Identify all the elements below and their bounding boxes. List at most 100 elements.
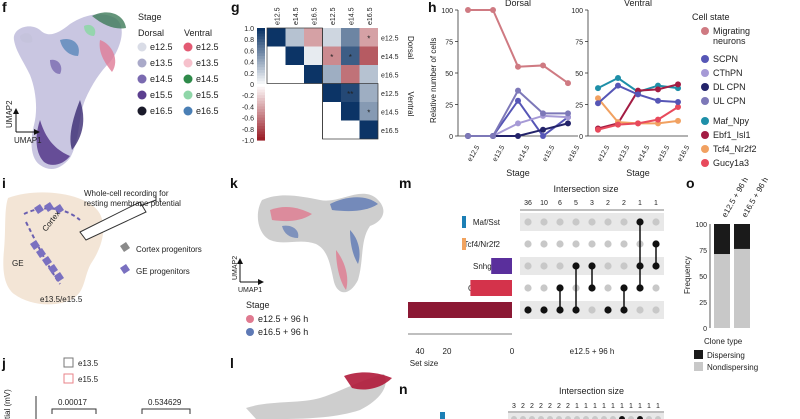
legend-swatch-e13: [63, 357, 74, 368]
colorbar-segment: [257, 30, 265, 35]
x-axis-title: Stage: [626, 168, 650, 178]
n-dot: [511, 416, 517, 419]
line-chart-title: Ventral: [624, 0, 652, 8]
legend-swatch-ventral: [183, 58, 193, 68]
umap-f-scatter: [13, 12, 126, 170]
heatmap-cell: [341, 28, 360, 47]
o-y-tick: 75: [699, 248, 707, 255]
colorbar-segment: [257, 98, 265, 102]
pvalue-bracket-1: [51, 408, 97, 414]
colorbar-segment: [257, 117, 265, 121]
colorbar-segment: [257, 44, 265, 49]
panel-label-n: n: [399, 381, 408, 397]
colorbar-tick: -1.0: [242, 138, 254, 145]
x-tick-label: e14.5: [637, 144, 652, 163]
legend-label-ventral: e13.5: [196, 58, 219, 68]
legend-label-ventral: e12.5: [196, 42, 219, 52]
n-dot: [610, 416, 616, 419]
y-tick-label: 25: [445, 103, 453, 110]
series-point: [655, 97, 661, 104]
o-bar-nondispersing: [714, 254, 730, 328]
heatmap-cell: [322, 65, 341, 84]
matrix-dot: [524, 218, 532, 226]
o-bar-dispersing: [714, 224, 730, 255]
matrix-dot: [540, 262, 548, 270]
legend-label-cont: neurons: [713, 36, 746, 46]
umap-k-axes: [237, 258, 264, 285]
legend-swatch-ventral: [183, 106, 193, 116]
umap-k-legend-title: Stage: [246, 300, 270, 310]
o-legend-title: Clone type: [704, 337, 743, 346]
series-line: [468, 98, 569, 138]
matrix-dot: [556, 262, 564, 270]
o-legend-label: Dispersing: [707, 351, 745, 360]
matrix-dot: [556, 218, 564, 226]
series-point: [675, 117, 681, 124]
matrix-dot: [652, 306, 660, 314]
umap-k-axis-y: UMAP2: [232, 256, 239, 280]
pvalue-bracket-2: [141, 408, 191, 414]
panel-label-g: g: [231, 0, 240, 15]
heatmap-row-label: e12.5: [381, 91, 399, 98]
legend-label-dorsal: e12.5: [150, 42, 173, 52]
legend-swatch: [246, 328, 254, 336]
x-axis-title: Stage: [506, 168, 530, 178]
n-dot: [529, 416, 535, 419]
matrix-dot: [604, 306, 612, 314]
intersection-count: 1: [638, 200, 642, 207]
legend-e13: e13.5: [78, 359, 99, 368]
panel-label-m: m: [399, 175, 411, 191]
n-dot: [646, 416, 652, 419]
matrix-dot: [620, 262, 628, 270]
intersection-count: 5: [574, 200, 578, 207]
x-tick-label: e12.5: [467, 144, 482, 163]
n-count: 1: [611, 403, 615, 410]
matrix-dot: [604, 262, 612, 270]
series-point: [465, 7, 471, 13]
colorbar-segment: [257, 81, 265, 85]
legend-swatch: [701, 117, 709, 125]
o-y-tick: 25: [699, 300, 707, 307]
legend-label: e12.5 + 96 h: [258, 314, 308, 324]
colorbar-segment: [257, 53, 265, 57]
heatmap-cell: [304, 65, 323, 84]
heatmap-significance: **: [347, 90, 353, 99]
legend-swatch-ventral: [183, 74, 193, 84]
n-count: 2: [566, 403, 570, 410]
n-count: 1: [656, 403, 660, 410]
colorbar-segment: [257, 126, 265, 130]
intersection-count: 3: [590, 200, 594, 207]
y-tick-label: 100: [441, 8, 453, 15]
legend-swatch-ventral: [183, 90, 193, 100]
heatmap-cell: [359, 102, 378, 121]
legend-swatch: [701, 131, 709, 139]
intersection-count: 10: [540, 200, 548, 207]
colorbar-tick: -0.4: [242, 104, 254, 111]
matrix-dot: [540, 240, 548, 248]
matrix-dot: [604, 240, 612, 248]
colorbar-segment: [257, 36, 265, 40]
y-tick-label: 0: [449, 134, 453, 141]
matrix-dot: [588, 306, 596, 314]
series-point: [595, 85, 601, 92]
series-point: [515, 133, 521, 139]
legend-label-ventral: e16.5: [196, 106, 219, 116]
matrix-dot: [524, 262, 532, 270]
panel-label-l: l: [230, 355, 234, 371]
n-count: 1: [647, 403, 651, 410]
series-point: [675, 98, 681, 105]
line-chart-dorsal: Dorsal 0 25 50 75 100 e12.5 e13.5 e14.5 e15.5 e16.…: [429, 0, 582, 178]
legend-swatch: [701, 159, 709, 167]
n-count: 2: [530, 403, 534, 410]
colorbar-segment: [257, 100, 265, 105]
legend-label: e16.5 + 96 h: [258, 327, 308, 337]
series-point: [565, 120, 571, 127]
x-tick-label: e16.5: [677, 144, 692, 163]
series-point: [540, 126, 546, 133]
colorbar-segment: [257, 78, 265, 82]
y-tick-label: 100: [571, 8, 583, 15]
series-point: [595, 95, 601, 102]
set-size-tick: 40: [416, 347, 425, 356]
set-label: Maf/Sst: [473, 218, 501, 227]
